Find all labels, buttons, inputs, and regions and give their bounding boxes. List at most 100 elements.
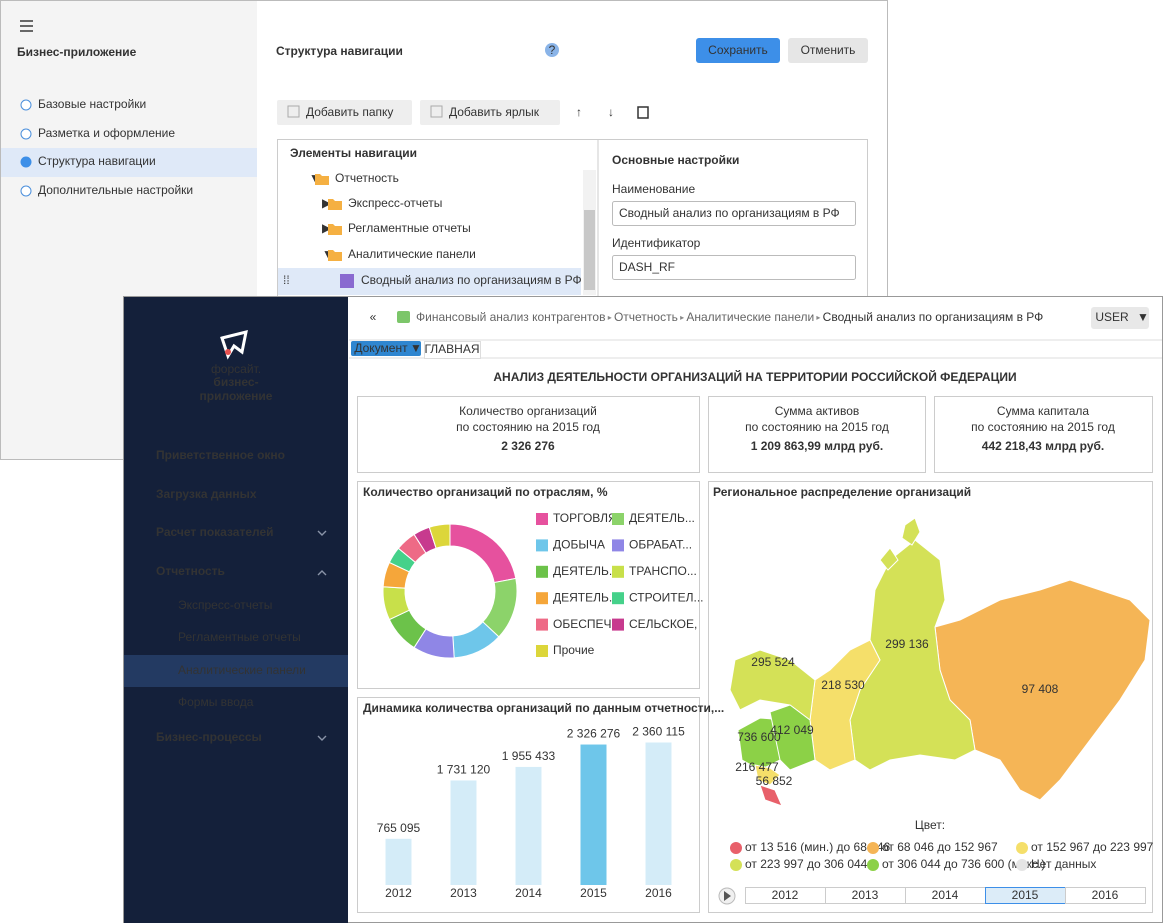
tree-item[interactable]: Отчетность (335, 171, 399, 185)
map-title: Региональное распределение организаций (713, 485, 971, 499)
map-label: 97 408 (1022, 682, 1059, 696)
breadcrumb-icon (397, 311, 410, 323)
scroll-thumb[interactable] (584, 210, 595, 290)
kpi-card (708, 396, 926, 473)
x-tick-label: 2012 (385, 886, 412, 900)
kpi-label: Сумма активов (775, 404, 860, 418)
tree-toggle: ▶ (322, 196, 332, 210)
tree-item[interactable]: Регламентные отчеты (348, 221, 471, 235)
menu-radio[interactable] (20, 185, 32, 197)
legend-swatch (612, 539, 624, 552)
map-legend-dot (867, 859, 879, 871)
nav-subitem[interactable]: Экспресс-отчеты (178, 598, 272, 612)
menu-item[interactable]: Базовые настройки (38, 97, 146, 111)
help-icon[interactable] (545, 43, 559, 57)
tree-item[interactable]: Экспресс-отчеты (348, 196, 442, 210)
delete-icon[interactable] (637, 106, 649, 119)
map-region[interactable] (759, 784, 783, 807)
map-label: 218 530 (821, 678, 865, 692)
map-label: 56 852 (756, 774, 793, 788)
logo-line: форсайт. (211, 362, 261, 376)
toolbar-icon (287, 105, 300, 118)
move-down[interactable]: ↓ (608, 105, 614, 119)
nav-subitem[interactable]: Аналитические панели (178, 663, 306, 677)
nav-subitem[interactable]: Формы ввода (178, 695, 254, 709)
nav-chevron (317, 570, 327, 576)
menu-item[interactable]: Дополнительные настройки (38, 183, 193, 197)
bar (515, 766, 542, 885)
nav-item[interactable]: Бизнес-процессы (156, 730, 262, 744)
main-tab[interactable] (424, 341, 481, 359)
map-region[interactable] (754, 764, 781, 786)
map-label: 736 600 (737, 730, 781, 744)
menu-item[interactable]: Структура навигации (38, 154, 156, 168)
map-legend-label: от 68 046 до 152 967 (882, 840, 998, 854)
nav-item[interactable]: Загрузка данных (156, 487, 257, 501)
legend-swatch (536, 513, 548, 525)
tree-item[interactable]: Сводный анализ по организациям в РФ (361, 273, 582, 287)
id-label: Идентификатор (612, 236, 701, 250)
collapse-button[interactable]: « (370, 310, 377, 324)
map-legend-dot (1016, 859, 1028, 871)
x-tick-label: 2014 (515, 886, 542, 900)
kpi-sub: по состоянию на 2015 год (456, 420, 600, 434)
kpi-label: Сумма капитала (997, 404, 1089, 418)
timeline-label: 2015 (1012, 888, 1039, 902)
tree-item[interactable]: Аналитические панели (348, 247, 476, 261)
legend-swatch (612, 513, 624, 525)
add-folder-button[interactable] (277, 100, 412, 125)
menu-radio[interactable] (20, 156, 32, 168)
document-button[interactable] (351, 341, 421, 356)
nav-item[interactable]: Расчет показателей (156, 525, 274, 539)
legend-swatch (612, 592, 624, 605)
nav-item[interactable]: Отчетность (156, 564, 225, 578)
add-shortcut-button[interactable] (420, 100, 560, 125)
id-input[interactable] (612, 255, 856, 280)
map-label: 299 136 (885, 637, 929, 651)
name-input[interactable] (612, 201, 856, 226)
map-legend-dot (1016, 842, 1028, 854)
legend-label: ДЕЯТЕЛЬ... (629, 511, 695, 525)
map-legend-label: от 306 044 до 736 600 (макс.) (882, 857, 1045, 871)
hamburger[interactable] (20, 20, 33, 32)
legend-swatch (536, 618, 548, 631)
legend-label: ДОБЫЧА (553, 538, 605, 552)
folder-icon (328, 224, 342, 235)
map-region[interactable] (879, 547, 899, 571)
save-label: Сохранить (708, 43, 768, 57)
map-region[interactable] (769, 704, 816, 771)
id-value: DASH_RF (619, 260, 675, 274)
folder-icon (328, 199, 342, 210)
nav-item[interactable]: Приветственное окно (156, 448, 285, 462)
breadcrumb-item[interactable]: Аналитические панели (686, 310, 814, 324)
folder-icon (328, 250, 342, 261)
timeline-cell[interactable] (1065, 887, 1146, 904)
user-label: USER (1095, 310, 1129, 324)
cancel-button[interactable] (788, 38, 868, 63)
logo-line: приложение (200, 389, 273, 403)
chart-title: Динамика количества организаций по данны… (363, 701, 724, 715)
move-up[interactable]: ↑ (576, 105, 582, 119)
menu-radio[interactable] (20, 99, 32, 111)
breadcrumb-sep: ▸ (678, 313, 686, 322)
menu-radio[interactable] (20, 128, 32, 140)
breadcrumb-item[interactable]: Отчетность (614, 310, 678, 324)
breadcrumb-item[interactable]: Финансовый анализ контрагентов (416, 310, 605, 324)
tree-selected (278, 268, 581, 295)
tree-toggle: ▼ (322, 247, 334, 261)
tab-label: ГЛАВНАЯ (424, 342, 479, 356)
map-region[interactable] (901, 517, 921, 546)
bar-value-label: 1 731 120 (437, 763, 491, 777)
menu-item[interactable]: Разметка и оформление (38, 126, 175, 140)
map-legend-title: Цвет: (915, 818, 945, 832)
nav-subitem[interactable]: Регламентные отчеты (178, 630, 301, 644)
kpi-label: Количество организаций (459, 404, 597, 418)
nav-chevron (317, 735, 327, 741)
kpi-value: 442 218,43 млрд руб. (982, 439, 1104, 453)
help-q: ? (549, 43, 556, 57)
add-shortcut-label: Добавить ярлык (449, 105, 540, 119)
save-button[interactable] (696, 38, 780, 63)
logo-dot (225, 349, 231, 355)
user-button[interactable] (1091, 307, 1149, 329)
